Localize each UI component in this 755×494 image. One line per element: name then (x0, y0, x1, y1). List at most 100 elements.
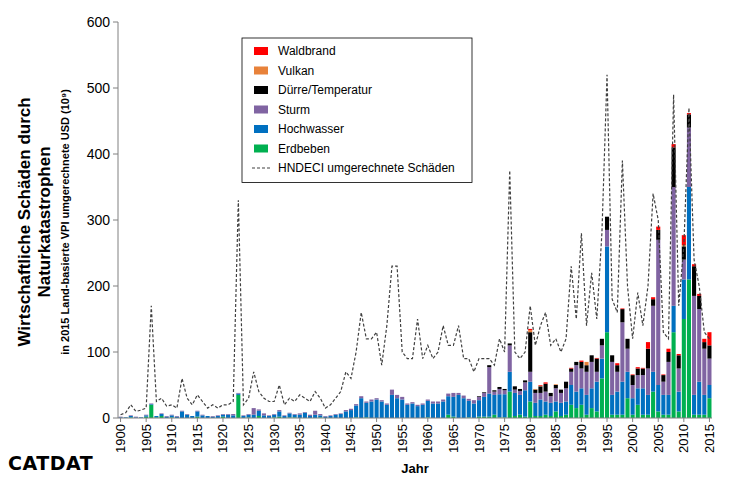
x-tick-label: 1940 (318, 424, 333, 453)
bar (354, 404, 358, 405)
bar (354, 404, 358, 405)
bar (206, 416, 210, 417)
bar (287, 412, 291, 414)
bar (446, 393, 450, 394)
bar (426, 400, 430, 401)
bar (200, 414, 204, 415)
bar (380, 400, 384, 401)
x-tick-label: 2010 (676, 424, 691, 453)
bar (390, 390, 394, 395)
bar (339, 414, 343, 418)
x-tick (350, 418, 351, 422)
bar (564, 402, 568, 415)
bar (503, 388, 507, 389)
bar (257, 411, 261, 416)
bar (610, 355, 614, 356)
bar (523, 382, 527, 390)
bar (144, 414, 148, 416)
bar (221, 415, 225, 417)
bar (211, 416, 215, 417)
bar (590, 355, 594, 356)
bar (154, 416, 158, 417)
bar (328, 415, 332, 416)
background (0, 0, 755, 494)
bar (477, 397, 481, 400)
bar (482, 397, 486, 417)
bar (615, 365, 619, 372)
bar (349, 408, 353, 409)
bar (390, 389, 394, 390)
bar (625, 339, 629, 349)
bar (559, 389, 563, 390)
bar (390, 389, 394, 390)
x-tick-label: 2000 (625, 424, 640, 453)
x-tick-label: 1965 (446, 424, 461, 453)
bar (487, 367, 491, 393)
bar (231, 414, 235, 415)
x-tick (607, 418, 608, 422)
bar (267, 415, 271, 417)
bar (631, 375, 635, 385)
bar (513, 386, 517, 389)
bar (523, 380, 527, 382)
bar (646, 342, 650, 349)
bar (513, 390, 517, 393)
bar (400, 400, 404, 418)
bar (287, 412, 291, 413)
bar (190, 416, 194, 417)
bar (487, 365, 491, 366)
bar (216, 415, 220, 416)
bar (293, 414, 297, 415)
bar (170, 414, 174, 416)
bar (554, 402, 558, 412)
bar (451, 392, 455, 393)
bar (395, 395, 399, 398)
bar (472, 403, 476, 418)
bar (129, 415, 133, 417)
bar (339, 413, 343, 415)
bar (641, 369, 645, 376)
bar (687, 187, 691, 279)
bar (528, 402, 532, 419)
bar (257, 409, 261, 410)
x-axis-label: Jahr (401, 461, 428, 476)
y-tick (113, 286, 118, 287)
bar (180, 410, 184, 412)
bar (579, 388, 583, 405)
bar (574, 365, 578, 391)
bar (400, 396, 404, 397)
bar (605, 217, 609, 230)
x-tick (299, 418, 300, 422)
legend-box (242, 38, 472, 183)
x-tick-label: 2005 (651, 424, 666, 453)
bar (272, 415, 276, 418)
bar (646, 349, 650, 369)
bar (185, 414, 189, 416)
bar (569, 385, 573, 405)
bar (236, 392, 240, 394)
bar (625, 398, 629, 418)
bar (252, 408, 256, 415)
bar (508, 392, 512, 418)
bar (380, 402, 384, 419)
bar (375, 398, 379, 399)
bar (615, 363, 619, 365)
bar (564, 382, 568, 389)
bar (497, 386, 501, 387)
bar (180, 411, 184, 418)
bar (595, 357, 599, 359)
bar (226, 414, 230, 415)
bar (364, 402, 368, 403)
bar (364, 401, 368, 402)
bar (252, 408, 256, 409)
bar (185, 414, 189, 415)
logo: CATDAT (8, 452, 93, 474)
bar (375, 398, 379, 399)
bar (646, 395, 650, 415)
bar (405, 403, 409, 404)
bar (287, 413, 291, 417)
bar (503, 394, 507, 417)
bar (282, 415, 286, 416)
bar (349, 410, 353, 418)
bar (544, 392, 548, 402)
